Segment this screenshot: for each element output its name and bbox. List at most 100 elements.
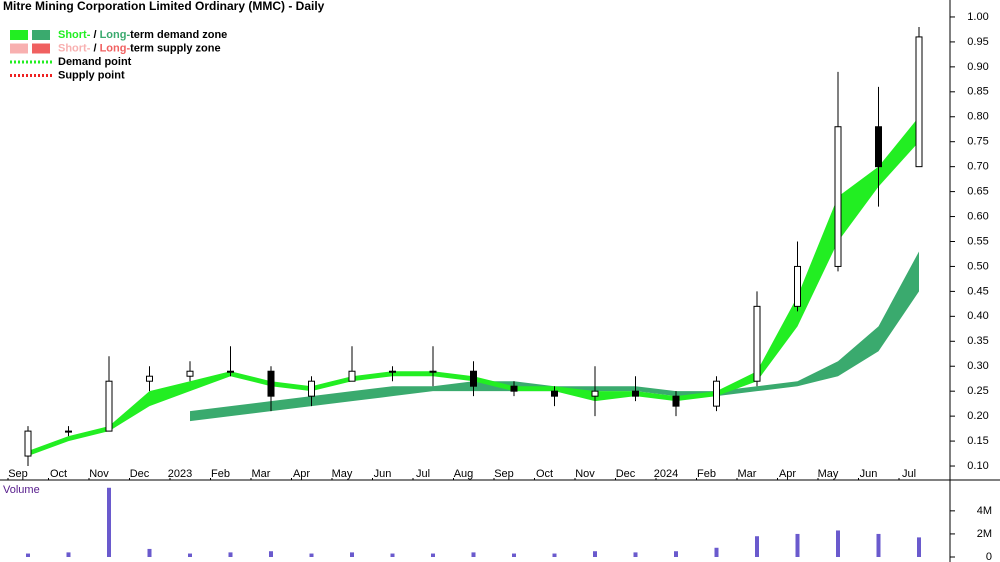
chart-title: Mitre Mining Corporation Limited Ordinar… <box>3 0 325 13</box>
volume-bar <box>836 530 840 557</box>
candle-body <box>672 395 680 407</box>
candle-body <box>510 385 518 392</box>
x-tick-label: 2023 <box>168 468 192 480</box>
y-tick-label: 0.20 <box>967 410 988 422</box>
volume-bar <box>269 551 273 557</box>
candle-body <box>348 370 356 382</box>
legend-text: term demand zone <box>130 29 227 41</box>
candle-body <box>875 126 882 168</box>
y-tick-label: 0.80 <box>967 111 988 123</box>
candle-body <box>267 370 275 397</box>
y-tick-label: 0.75 <box>967 136 988 148</box>
y-tick-label: 0.30 <box>967 360 988 372</box>
volume-bar <box>309 553 314 557</box>
candle-body <box>551 390 558 397</box>
legend-swatch <box>10 43 28 54</box>
legend-text: Short- <box>58 42 91 54</box>
x-tick-label: 2024 <box>654 468 678 480</box>
legend-text: Short- <box>58 29 91 41</box>
y-tick-label: 0.60 <box>967 210 988 222</box>
x-tick-label: Mar <box>738 468 757 480</box>
x-tick-label: Nov <box>89 468 109 480</box>
legend-text: Long- <box>100 29 131 41</box>
volume-bar <box>66 552 71 557</box>
candle-body <box>227 370 234 373</box>
x-tick-label: Sep <box>8 468 28 480</box>
candle-body <box>713 380 720 407</box>
volume-bar <box>431 553 435 557</box>
x-tick-label: Feb <box>211 468 230 480</box>
legend-entry: Demand point <box>58 56 132 68</box>
candle-body <box>915 36 923 168</box>
x-tick-label: Mar <box>252 468 271 480</box>
volume-bar <box>755 536 759 557</box>
candle-body <box>794 265 801 307</box>
y-tick-label: 1.00 <box>967 11 988 23</box>
y-tick-label: 4M <box>977 505 992 517</box>
x-tick-label: May <box>818 468 839 480</box>
candle-body <box>65 430 72 433</box>
legend-entry: Supply point <box>58 69 125 81</box>
volume-bar <box>876 533 881 557</box>
legend-text: / <box>90 42 99 54</box>
volume-bar <box>795 533 800 557</box>
y-tick-label: 0.35 <box>967 335 988 347</box>
x-tick-label: Dec <box>130 468 150 480</box>
x-tick-label: Apr <box>779 468 796 480</box>
x-tick-label: Feb <box>697 468 716 480</box>
x-tick-label: Oct <box>50 468 67 480</box>
candle-body <box>146 375 153 382</box>
candle-body <box>105 380 113 432</box>
x-tick-label: Jun <box>860 468 878 480</box>
y-tick-label: 0 <box>986 551 992 562</box>
x-tick-label: Nov <box>575 468 595 480</box>
volume-bar <box>147 548 152 557</box>
y-tick-label: 0.15 <box>967 435 988 447</box>
volume-title: Volume <box>3 484 40 496</box>
candle-body <box>753 305 761 382</box>
x-tick-label: May <box>332 468 353 480</box>
x-tick-label: Jul <box>902 468 916 480</box>
x-tick-label: Dec <box>616 468 636 480</box>
y-tick-label: 0.95 <box>967 36 988 48</box>
x-tick-label: Aug <box>454 468 474 480</box>
y-tick-label: 0.40 <box>967 310 988 322</box>
candle-body <box>834 126 842 267</box>
volume-bar <box>390 553 395 557</box>
volume-bar <box>107 487 111 557</box>
volume-bar <box>228 552 233 557</box>
y-tick-label: 0.55 <box>967 235 988 247</box>
volume-bar <box>714 547 719 557</box>
legend-text: / <box>90 29 99 41</box>
y-tick-label: 0.45 <box>967 285 988 297</box>
legend-text: Supply point <box>58 69 125 81</box>
y-tick-label: 0.10 <box>967 460 988 472</box>
x-tick-label: Jul <box>416 468 430 480</box>
y-tick-label: 0.90 <box>967 61 988 73</box>
x-tick-label: Jun <box>374 468 392 480</box>
y-tick-label: 0.25 <box>967 385 988 397</box>
candle-body <box>24 430 32 457</box>
volume-bar <box>26 553 30 557</box>
volume-bar <box>917 537 921 557</box>
volume-bar <box>593 551 597 557</box>
volume-bar <box>633 552 638 557</box>
legend-text: Demand point <box>58 56 132 68</box>
legend-swatch <box>32 43 50 54</box>
legend-text: Long- <box>100 42 131 54</box>
y-tick-label: 0.70 <box>967 161 988 173</box>
candle-body <box>389 370 396 373</box>
volume-bar <box>471 552 476 557</box>
volume-bar <box>512 553 516 557</box>
legend-swatch <box>10 30 28 40</box>
candle-body <box>591 390 599 397</box>
volume-bar <box>188 553 192 557</box>
volume-bar <box>674 551 678 557</box>
legend-entry: Short- / Long-term demand zone <box>58 29 227 41</box>
y-tick-label: 0.85 <box>967 86 988 98</box>
y-tick-label: 0.65 <box>967 186 988 198</box>
y-tick-label: 0.50 <box>967 260 988 272</box>
x-tick-label: Oct <box>536 468 553 480</box>
candle-body <box>632 390 639 397</box>
